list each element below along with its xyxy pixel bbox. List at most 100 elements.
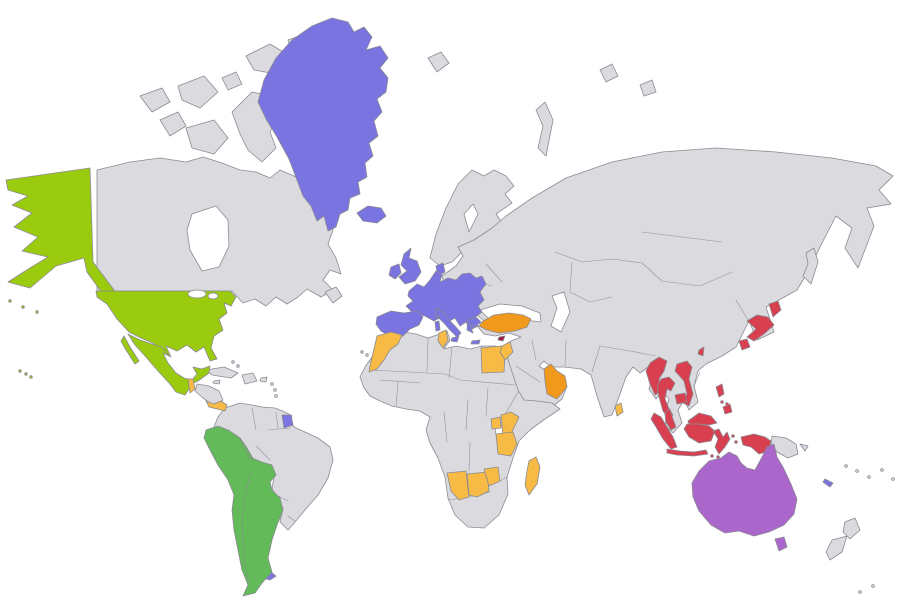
region-greece[interactable] xyxy=(466,316,482,334)
region-kenya[interactable] xyxy=(500,411,520,436)
region-cyprus[interactable] xyxy=(497,335,506,342)
region-costa-rica-panama[interactable] xyxy=(205,400,228,412)
region-sicily xyxy=(450,335,460,343)
region-java[interactable] xyxy=(666,448,709,457)
region-philippines-luzon[interactable] xyxy=(715,383,725,398)
group-amber xyxy=(187,329,624,501)
region-tasmania[interactable] xyxy=(774,536,788,552)
region-israel-jordan[interactable] xyxy=(499,341,514,361)
region-moluccas-dot-2 xyxy=(734,440,738,444)
region-pacific-dot-5 xyxy=(891,477,895,481)
region-philippines-mindanao[interactable] xyxy=(722,403,733,415)
region-lesser-sunda-dot-2 xyxy=(716,455,720,459)
region-corsica xyxy=(436,315,440,319)
region-taiwan[interactable] xyxy=(697,346,705,357)
group-orange xyxy=(478,312,568,400)
region-arctic-island-5 xyxy=(221,71,243,91)
region-united-states[interactable] xyxy=(95,290,237,362)
region-antilles-dot-1 xyxy=(270,382,274,386)
region-ireland[interactable] xyxy=(388,263,402,280)
region-canada[interactable] xyxy=(96,156,342,307)
region-cambodia[interactable] xyxy=(674,392,688,405)
region-thailand[interactable] xyxy=(656,376,676,420)
region-uganda[interactable] xyxy=(490,416,502,430)
region-pacific-dot-6 xyxy=(858,590,862,594)
region-newfoundland xyxy=(324,286,343,304)
region-iceland[interactable] xyxy=(356,205,387,224)
region-pacific-dot-4 xyxy=(880,468,884,472)
region-hawaii-dot-1 xyxy=(18,369,22,373)
region-lesser-sunda-dot-1 xyxy=(710,454,714,458)
region-cuba[interactable] xyxy=(205,366,239,379)
region-pacific-dot-1 xyxy=(844,464,848,468)
region-hawaii-dot-2 xyxy=(24,372,28,376)
group-europe xyxy=(257,17,834,581)
region-hispaniola[interactable] xyxy=(241,372,258,385)
region-new-zealand-north[interactable] xyxy=(842,517,861,540)
region-puerto-rico xyxy=(259,376,268,383)
region-aleutians-dot-1 xyxy=(8,299,12,303)
region-arctic-island-1 xyxy=(177,75,219,109)
region-new-britain xyxy=(799,443,809,452)
region-sakhalin xyxy=(802,247,819,285)
region-jamaica xyxy=(212,379,221,385)
region-madagascar[interactable] xyxy=(524,456,541,496)
region-malay-peninsula[interactable] xyxy=(664,408,677,431)
region-western-central-europe[interactable] xyxy=(405,270,487,331)
region-victoria-island xyxy=(185,119,229,155)
region-new-caledonia[interactable] xyxy=(822,478,834,488)
region-united-kingdom[interactable] xyxy=(398,247,422,285)
region-australia[interactable] xyxy=(691,443,798,537)
region-botswana[interactable] xyxy=(466,471,490,498)
region-svalbard xyxy=(427,51,450,73)
region-baja-california[interactable] xyxy=(120,335,140,365)
region-zimbabwe[interactable] xyxy=(483,466,501,487)
region-bahamas-dot-1 xyxy=(231,360,235,364)
region-iberia[interactable] xyxy=(375,310,424,339)
region-french-guiana[interactable] xyxy=(281,414,294,429)
region-tanzania[interactable] xyxy=(495,431,518,457)
region-new-zealand-south[interactable] xyxy=(825,535,848,561)
region-kalimantan[interactable] xyxy=(683,423,716,444)
region-oman[interactable] xyxy=(543,363,568,400)
region-banks-island xyxy=(159,111,187,137)
region-egypt[interactable] xyxy=(480,345,506,374)
region-sri-lanka[interactable] xyxy=(614,402,624,417)
region-visayas-dot-1 xyxy=(720,400,724,404)
region-morocco[interactable] xyxy=(368,331,403,373)
group-north-america xyxy=(5,167,237,396)
region-aleutians-dot-2 xyxy=(21,305,25,309)
region-novaya-zemlya xyxy=(535,101,554,157)
region-antilles-dot-3 xyxy=(274,394,278,398)
region-canary-dot-1 xyxy=(360,350,364,354)
lake-superior xyxy=(187,289,207,299)
group-asia-red xyxy=(645,300,782,460)
region-vietnam[interactable] xyxy=(674,360,694,407)
region-severnaya-zemlya xyxy=(599,63,619,83)
region-pacific-dot-3 xyxy=(867,475,871,479)
region-canary-dot-2 xyxy=(365,353,369,357)
internal-borders xyxy=(251,231,749,522)
region-japan-kyushu[interactable] xyxy=(738,338,751,351)
region-japan-hokkaido[interactable] xyxy=(768,300,782,318)
region-namibia[interactable] xyxy=(446,470,470,501)
region-tunisia[interactable] xyxy=(437,329,449,349)
region-antilles-dot-2 xyxy=(273,388,277,392)
region-sulawesi[interactable] xyxy=(712,428,731,455)
region-crete xyxy=(470,339,481,345)
region-aleutians-dot-3 xyxy=(35,310,39,314)
region-belize[interactable] xyxy=(187,378,196,394)
region-sumatra[interactable] xyxy=(650,412,678,450)
region-japan-honshu[interactable] xyxy=(746,314,775,342)
lake-huron-erie xyxy=(207,292,219,300)
region-moluccas-dot-1 xyxy=(731,434,735,438)
region-bahamas-dot-2 xyxy=(236,364,240,368)
region-pacific-dot-7 xyxy=(871,584,875,588)
region-arctic-island-2 xyxy=(139,87,171,113)
region-pacific-dot-2 xyxy=(855,469,859,473)
region-hawaii-dot-3 xyxy=(29,375,33,379)
map-root xyxy=(5,17,895,597)
region-turkey[interactable] xyxy=(478,312,532,334)
region-greenland[interactable] xyxy=(257,17,389,232)
